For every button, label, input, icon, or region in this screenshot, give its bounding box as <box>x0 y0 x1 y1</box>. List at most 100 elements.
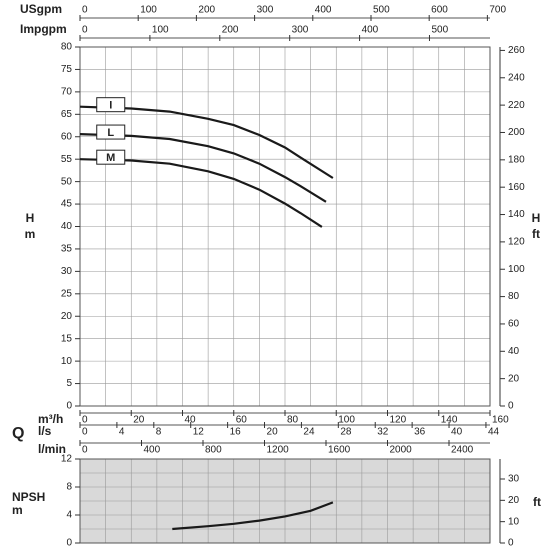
y-tick-label: 50 <box>61 176 73 187</box>
y-tick-label: 30 <box>61 266 73 277</box>
y-tick-label: 0 <box>66 401 72 412</box>
y-tick-label: 0 <box>66 538 72 549</box>
y-tick-label: 5 <box>66 378 72 389</box>
curve-label-box <box>96 97 126 113</box>
x-tick-label: 0 <box>82 25 88 36</box>
x-tick-label: 2000 <box>389 445 412 456</box>
y-tick-label: 65 <box>61 109 73 120</box>
x-tick-label: 1600 <box>328 445 351 456</box>
curve-label: L <box>107 127 114 139</box>
npsh-axis-unit: m <box>12 503 23 517</box>
x-tick-label: 8 <box>156 427 162 438</box>
y2-tick-label: 180 <box>508 154 525 165</box>
y-tick-label: 20 <box>61 311 73 322</box>
y2-tick-label: 140 <box>508 209 525 220</box>
x-tick-label: 16 <box>230 427 242 438</box>
x-tick-label: 40 <box>451 427 463 438</box>
x-tick-label: 400 <box>362 25 379 36</box>
x-tick-label: 4 <box>119 427 125 438</box>
curve <box>79 105 334 179</box>
x-tick-label: 140 <box>441 415 458 426</box>
axis-unit-label: m³/h <box>38 412 63 426</box>
x-tick-label: 2400 <box>451 445 474 456</box>
x-tick-label: 300 <box>257 5 274 16</box>
x-tick-label: 60 <box>236 415 248 426</box>
x-tick-label: 200 <box>222 25 239 36</box>
x-tick-label: 36 <box>414 427 426 438</box>
x-tick-label: 200 <box>198 5 215 16</box>
x-tick-label: 20 <box>267 427 279 438</box>
y-tick-label: 25 <box>61 288 73 299</box>
x-tick-label: 20 <box>133 415 145 426</box>
x-tick-label: 0 <box>82 415 88 426</box>
x-tick-label: 500 <box>373 5 390 16</box>
x-tick-label: 400 <box>315 5 332 16</box>
curve-label: M <box>106 152 115 164</box>
y2-tick-label: 160 <box>508 182 525 193</box>
y-axis-title: H <box>26 211 35 225</box>
y2-tick-label: 240 <box>508 72 525 83</box>
axis-unit-label: USgpm <box>20 2 62 16</box>
plot-frame <box>79 458 491 544</box>
curve-label-box <box>96 124 126 140</box>
y2-tick-label: 0 <box>508 401 514 412</box>
x-tick-label: 0 <box>82 5 88 16</box>
x-tick-label: 300 <box>292 25 309 36</box>
x-tick-label: 100 <box>140 5 157 16</box>
x-tick-label: 1200 <box>266 445 289 456</box>
x-tick-label: 0 <box>82 427 88 438</box>
x-tick-label: 44 <box>488 427 500 438</box>
x-tick-label: 24 <box>303 427 315 438</box>
x-tick-label: 32 <box>377 427 389 438</box>
y-tick-label: 40 <box>61 221 73 232</box>
x-tick-label: 800 <box>205 445 222 456</box>
y2-tick-label: 100 <box>508 264 525 275</box>
y2-tick-label: 220 <box>508 100 525 111</box>
y-tick-label: 8 <box>66 482 72 493</box>
x-tick-label: 100 <box>338 415 355 426</box>
y-tick-label: 4 <box>66 510 72 521</box>
y2-tick-label: 80 <box>508 291 520 302</box>
curve-label: I <box>109 100 112 112</box>
y-tick-label: 10 <box>61 356 73 367</box>
y2-tick-label: 20 <box>508 495 520 506</box>
axis-unit-label: l/min <box>38 442 66 456</box>
y2-tick-label: 0 <box>508 538 514 549</box>
x-tick-label: 120 <box>390 415 407 426</box>
npsh-y2-unit: ft <box>533 495 541 509</box>
curve <box>79 158 323 228</box>
y2-tick-label: 120 <box>508 237 525 248</box>
x-tick-label: 400 <box>143 445 160 456</box>
axis-unit-label: l/s <box>38 424 52 438</box>
y2-axis-title: H <box>532 211 541 225</box>
curve-label-box <box>96 149 126 165</box>
x-tick-label: 12 <box>193 427 205 438</box>
npsh-axis-title: NPSH <box>12 490 45 504</box>
y-tick-label: 35 <box>61 244 73 255</box>
x-tick-label: 80 <box>287 415 299 426</box>
curve <box>172 501 334 531</box>
y2-tick-label: 200 <box>508 127 525 138</box>
x-tick-label: 160 <box>492 415 509 426</box>
y2-tick-label: 20 <box>508 373 520 384</box>
y2-tick-label: 40 <box>508 346 520 357</box>
y2-tick-label: 260 <box>508 45 525 56</box>
y2-tick-label: 30 <box>508 474 520 485</box>
y-tick-label: 80 <box>61 42 73 53</box>
y-axis-unit: m <box>25 227 36 241</box>
x-tick-label: 40 <box>185 415 197 426</box>
y-tick-label: 45 <box>61 199 73 210</box>
axis-unit-label: Impgpm <box>20 22 67 36</box>
y-tick-label: 70 <box>61 87 73 98</box>
x-tick-label: 100 <box>152 25 169 36</box>
y-tick-label: 12 <box>61 454 73 465</box>
x-tick-label: 0 <box>82 445 88 456</box>
y2-axis-unit: ft <box>532 227 540 241</box>
y-tick-label: 75 <box>61 64 73 75</box>
y-tick-label: 55 <box>61 154 73 165</box>
x-tick-label: 600 <box>431 5 448 16</box>
x-tick-label: 500 <box>431 25 448 36</box>
y2-tick-label: 10 <box>508 516 520 527</box>
curve <box>79 133 327 203</box>
